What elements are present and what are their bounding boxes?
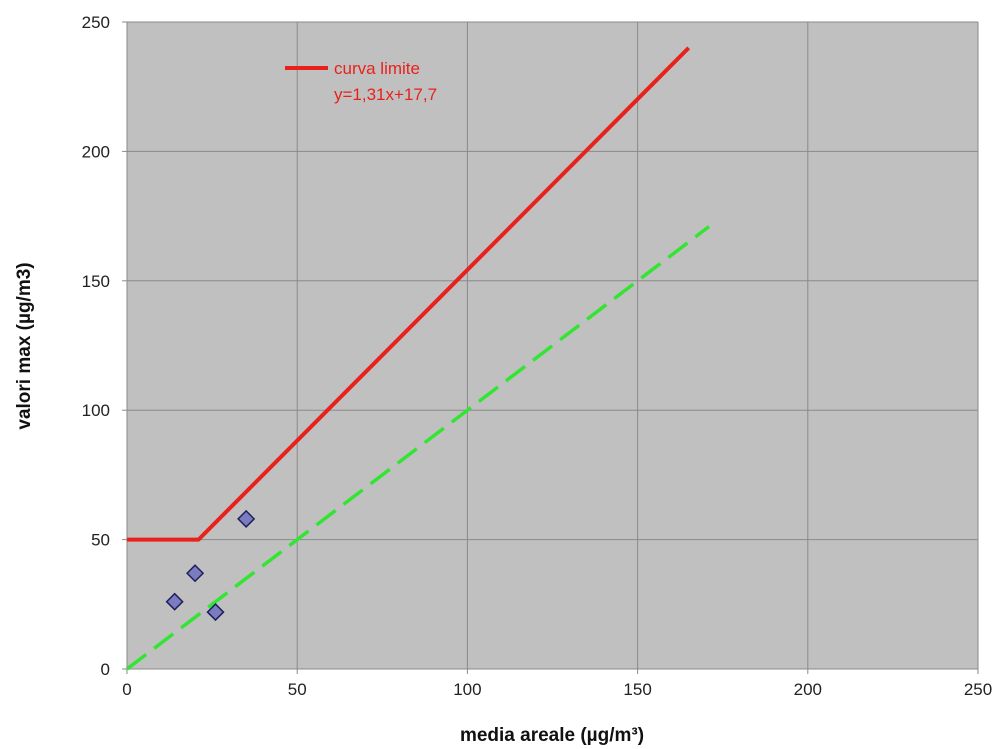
legend-equation: y=1,31x+17,7 bbox=[334, 85, 437, 104]
y-tick-label: 0 bbox=[101, 660, 110, 679]
grid bbox=[122, 21, 979, 674]
y-tick-label: 150 bbox=[82, 272, 110, 291]
x-tick-label: 250 bbox=[964, 680, 992, 699]
x-tick-label: 200 bbox=[794, 680, 822, 699]
series-points bbox=[165, 509, 256, 622]
y-axis-title: valori max (µg/m3) bbox=[14, 262, 35, 429]
x-tick-label: 100 bbox=[453, 680, 481, 699]
x-tick-labels: 0 50 100 150 200 250 bbox=[122, 680, 992, 699]
y-tick-labels: 0 50 100 150 200 250 bbox=[82, 13, 110, 679]
x-tick-label: 0 bbox=[122, 680, 131, 699]
data-point-diamond bbox=[165, 592, 184, 611]
data-point-diamond bbox=[186, 564, 205, 583]
series-lines bbox=[125, 46, 711, 671]
y-tick-label: 250 bbox=[82, 13, 110, 32]
x-tick-label: 50 bbox=[288, 680, 307, 699]
data-point-diamond bbox=[237, 509, 256, 528]
y-tick-label: 50 bbox=[91, 531, 110, 550]
x-axis-title: media areale (µg/m³) bbox=[460, 725, 644, 746]
data-point-diamond bbox=[206, 603, 225, 622]
x-tick-label: 150 bbox=[623, 680, 651, 699]
legend: curva limite y=1,31x+17,7 bbox=[285, 59, 437, 104]
legend-label-curva-limite: curva limite bbox=[334, 59, 420, 78]
dashed-reference-line bbox=[125, 225, 711, 671]
limit-curve-line bbox=[127, 46, 691, 542]
y-tick-label: 100 bbox=[82, 401, 110, 420]
y-tick-label: 200 bbox=[82, 142, 110, 161]
plot-area bbox=[127, 22, 978, 669]
